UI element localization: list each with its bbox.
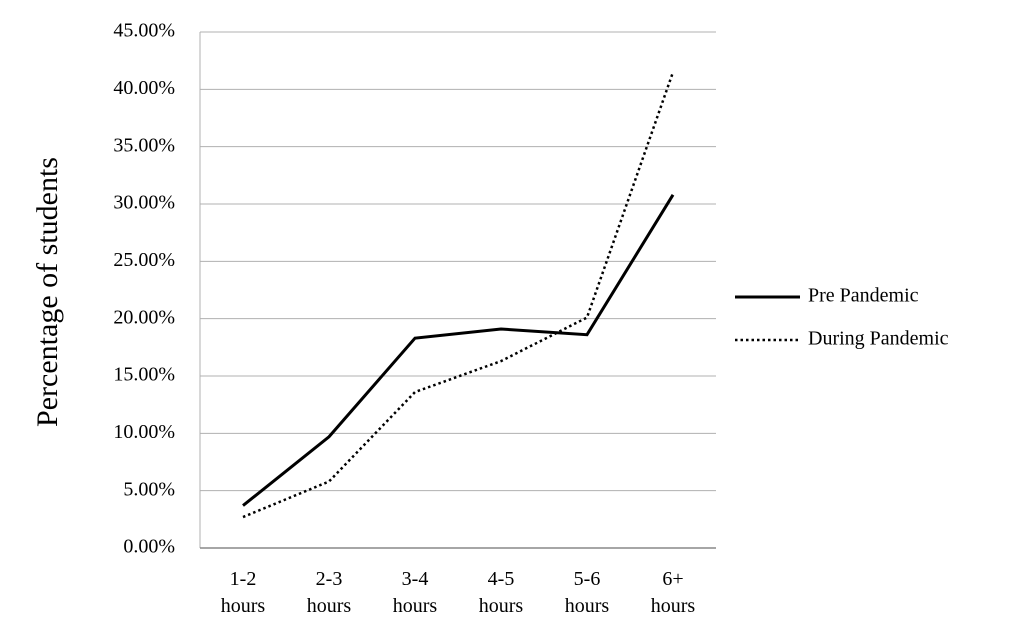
- line-series: [242, 71, 675, 519]
- x-tick-label: 4-5 hours: [479, 568, 524, 617]
- y-axis-label: Percentage of students: [31, 157, 64, 427]
- y-tick-label: 10.00%: [113, 421, 175, 443]
- y-tick-label: 0.00%: [123, 536, 175, 558]
- y-tick-label: 20.00%: [113, 306, 175, 328]
- y-tick-label: 40.00%: [113, 77, 175, 99]
- line-series: [242, 194, 675, 507]
- y-tick-label: 25.00%: [113, 249, 175, 271]
- legend-label: Pre Pandemic: [808, 285, 919, 307]
- x-tick-label: 6+ hours: [651, 568, 696, 617]
- legend-label: During Pandemic: [808, 328, 949, 350]
- x-tick-label: 1-2 hours: [221, 568, 266, 617]
- y-tick-label: 30.00%: [113, 192, 175, 214]
- y-tick-label: 15.00%: [113, 364, 175, 386]
- x-tick-label: 2-3 hours: [307, 568, 352, 617]
- y-tick-label: 45.00%: [113, 20, 175, 42]
- x-tick-label: 5-6 hours: [565, 568, 610, 617]
- x-tick-label: 3-4 hours: [393, 568, 438, 617]
- y-tick-label: 5.00%: [123, 478, 175, 500]
- y-tick-label: 35.00%: [113, 134, 175, 156]
